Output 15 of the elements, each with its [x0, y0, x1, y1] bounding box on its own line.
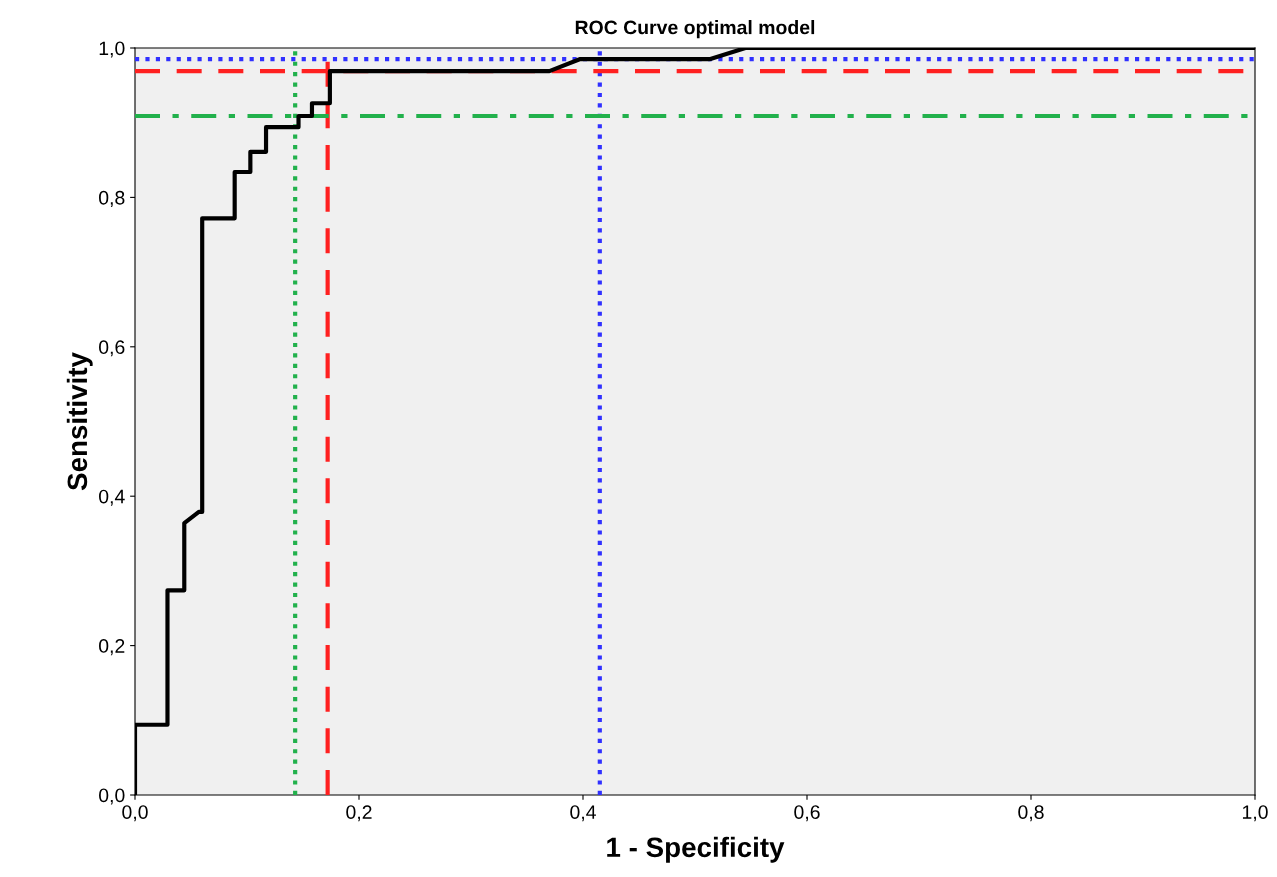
x-tick-label: 0,2 [346, 805, 372, 822]
x-tick-label: 1,0 [1242, 805, 1268, 822]
x-tick-label: 0,0 [122, 805, 148, 822]
y-tick-label: 0,2 [99, 639, 125, 656]
x-tick-label: 0,8 [1018, 805, 1044, 822]
y-tick-label: 0,6 [99, 340, 125, 357]
chart-title: ROC Curve optimal model [575, 20, 815, 39]
y-tick-label: 0,4 [99, 489, 125, 506]
y-tick-label: 1,0 [99, 41, 125, 58]
x-tick-label: 0,6 [794, 805, 820, 822]
x-axis-title: 1 - Specificity [607, 836, 785, 863]
y-tick-label: 0,0 [99, 788, 125, 805]
x-tick-label: 0,4 [570, 805, 596, 822]
y-axis-title: Sensitivity [66, 352, 93, 491]
y-tick-label: 0,8 [99, 190, 125, 207]
